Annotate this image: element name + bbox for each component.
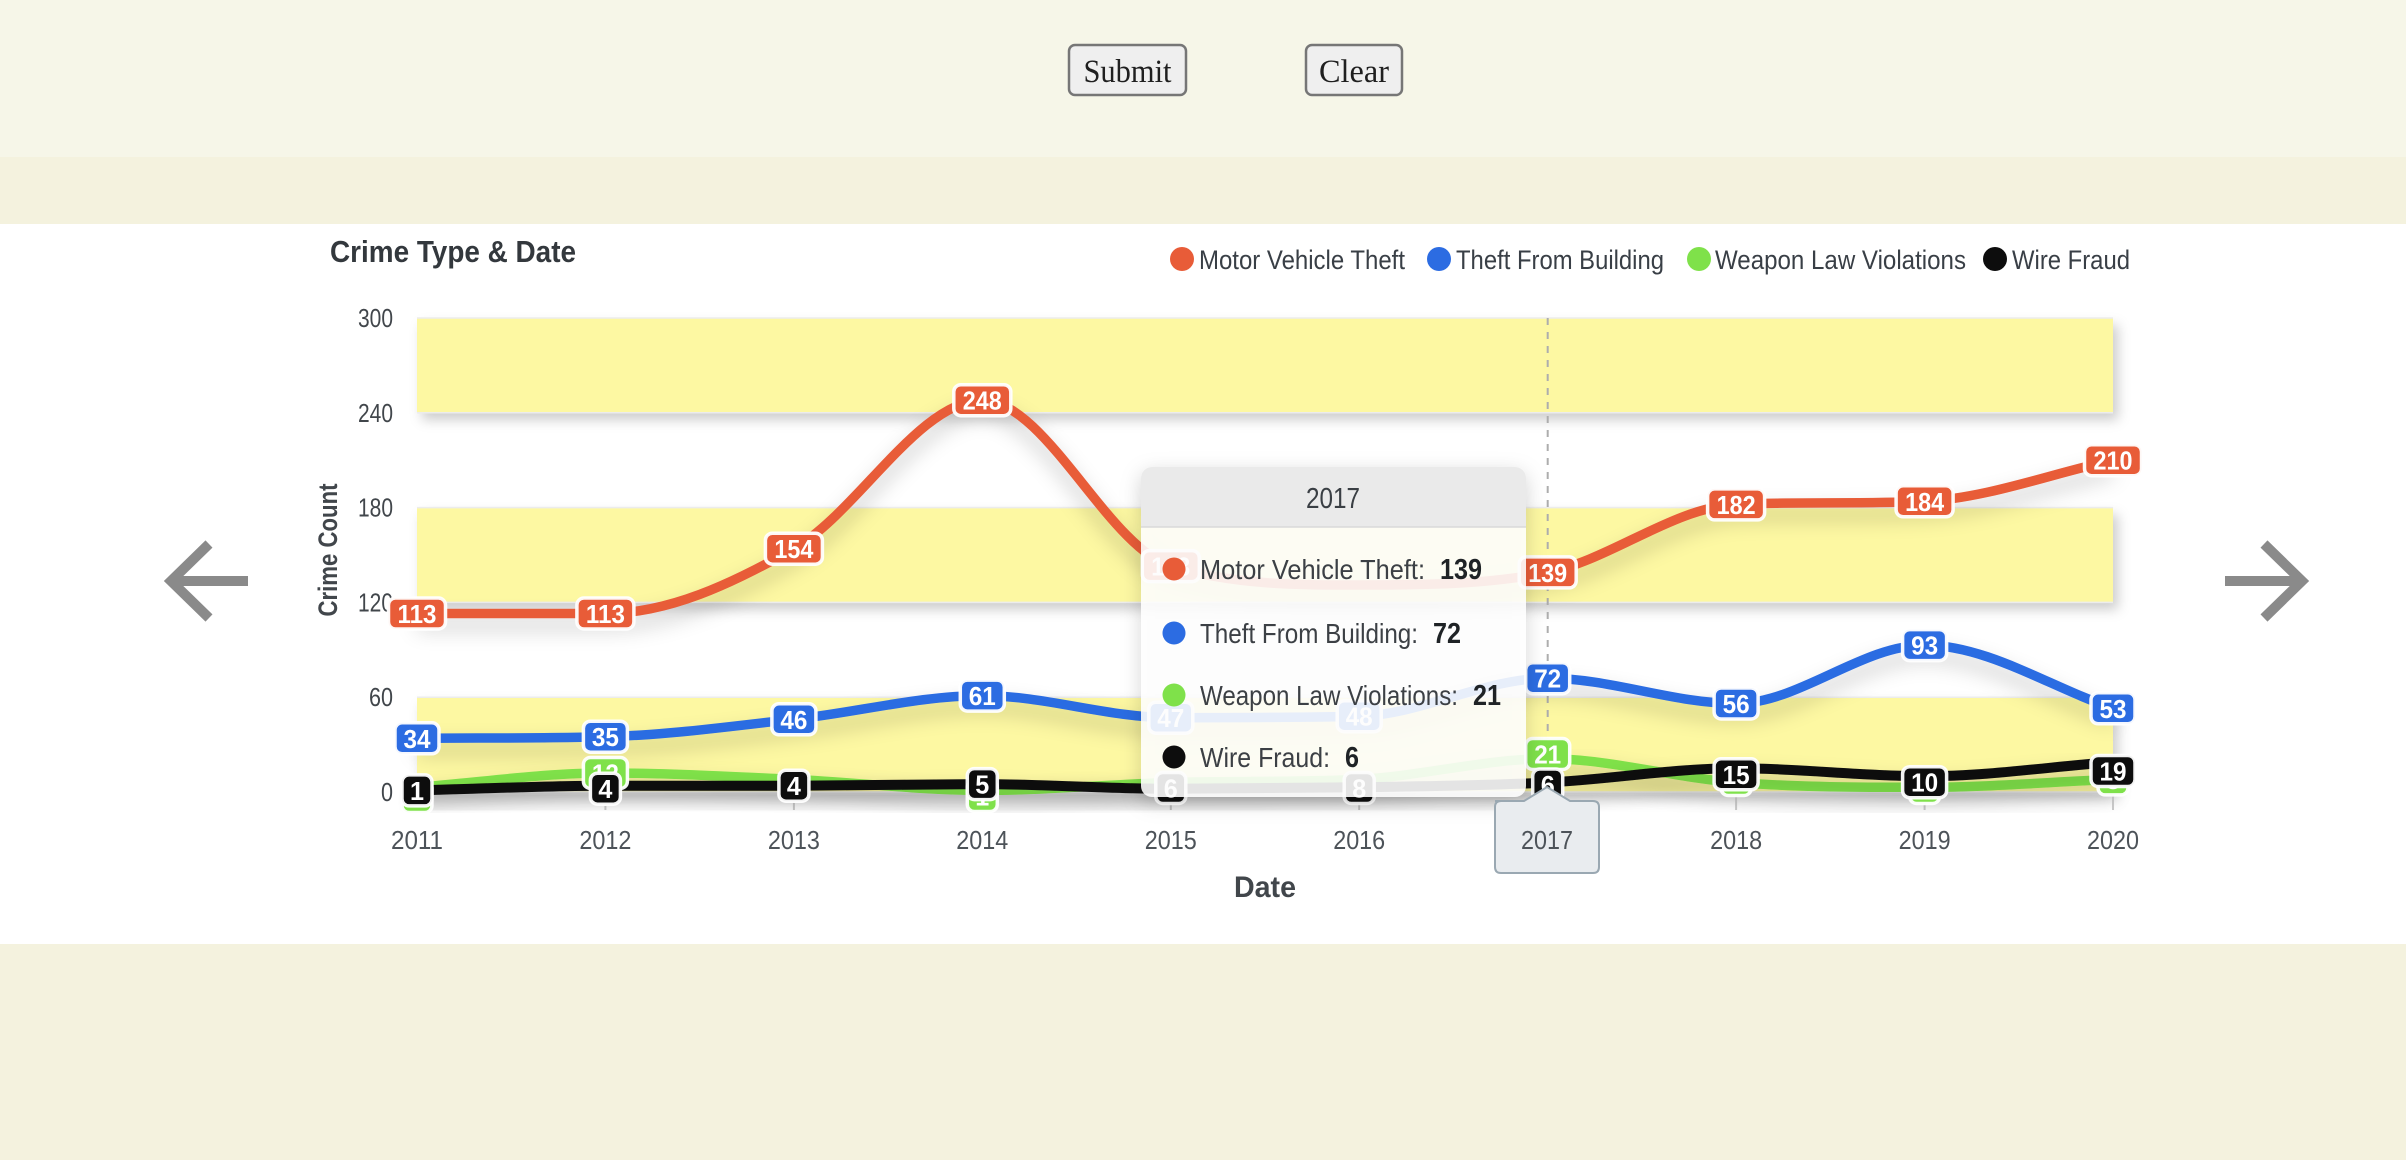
svg-text:Crime Type & Date: Crime Type & Date (330, 234, 576, 269)
svg-text:2014: 2014 (956, 825, 1008, 855)
svg-text:2011: 2011 (391, 825, 443, 855)
svg-text:2017: 2017 (1306, 483, 1360, 515)
svg-text:46: 46 (780, 705, 807, 735)
svg-text:4: 4 (787, 771, 802, 801)
svg-text:182: 182 (1717, 490, 1756, 520)
svg-text:5: 5 (975, 770, 989, 800)
svg-text:2020: 2020 (2087, 825, 2139, 855)
svg-text:56: 56 (1723, 689, 1750, 719)
svg-text:19: 19 (2100, 757, 2127, 787)
svg-text:21: 21 (1534, 740, 1561, 770)
svg-text:113: 113 (586, 599, 625, 629)
svg-text:2016: 2016 (1333, 825, 1385, 855)
svg-text:180: 180 (358, 493, 393, 523)
svg-text:2019: 2019 (1899, 825, 1951, 855)
svg-text:35: 35 (592, 722, 619, 752)
svg-text:184: 184 (1905, 487, 1944, 517)
svg-text:15: 15 (1723, 760, 1750, 790)
svg-text:4: 4 (598, 774, 613, 804)
svg-text:Wire Fraud:6: Wire Fraud: 6 (1200, 742, 1359, 774)
svg-text:93: 93 (1911, 631, 1938, 661)
svg-text:Crime Count: Crime Count (313, 483, 343, 616)
svg-text:2018: 2018 (1710, 825, 1762, 855)
svg-text:Clear: Clear (1319, 54, 1389, 90)
svg-text:10: 10 (1911, 768, 1938, 798)
svg-text:61: 61 (969, 681, 996, 711)
svg-text:2015: 2015 (1145, 825, 1197, 855)
svg-text:Theft From Building:72: Theft From Building: 72 (1200, 618, 1461, 650)
svg-text:53: 53 (2100, 694, 2127, 724)
svg-text:240: 240 (358, 398, 393, 428)
svg-text:Weapon Law Violations: Weapon Law Violations (1715, 245, 1966, 275)
svg-text:Theft From Building: Theft From Building (1456, 245, 1664, 275)
svg-text:Weapon Law Violations:21: Weapon Law Violations: 21 (1200, 680, 1501, 712)
svg-text:Wire Fraud: Wire Fraud (2012, 245, 2130, 275)
svg-text:72: 72 (1534, 664, 1561, 694)
svg-text:60: 60 (369, 682, 393, 712)
svg-text:2012: 2012 (579, 825, 631, 855)
svg-text:113: 113 (398, 599, 437, 629)
svg-text:139: 139 (1528, 558, 1567, 588)
svg-text:34: 34 (404, 724, 432, 754)
svg-text:210: 210 (2094, 446, 2133, 476)
svg-text:1: 1 (410, 776, 424, 806)
svg-text:2017: 2017 (1521, 825, 1573, 855)
svg-text:248: 248 (963, 386, 1002, 416)
svg-text:154: 154 (774, 534, 813, 564)
svg-text:Submit: Submit (1084, 54, 1172, 90)
svg-text:0: 0 (381, 777, 393, 807)
svg-text:300: 300 (358, 303, 393, 333)
svg-text:2013: 2013 (768, 825, 820, 855)
svg-text:Motor Vehicle Theft:139: Motor Vehicle Theft: 139 (1200, 554, 1482, 586)
svg-text:Motor Vehicle Theft: Motor Vehicle Theft (1199, 245, 1405, 275)
svg-text:Date: Date (1234, 871, 1296, 904)
